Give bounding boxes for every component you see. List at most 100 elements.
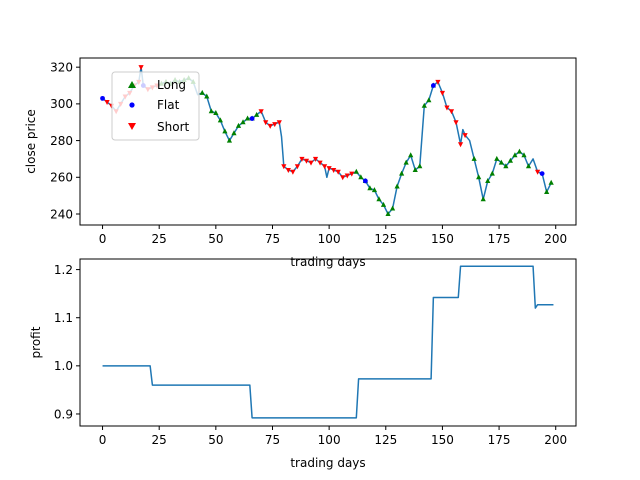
legend-long-label: Long xyxy=(157,78,186,92)
x-tick-label: 0 xyxy=(99,232,107,246)
long-marker xyxy=(217,117,223,123)
long-marker xyxy=(394,183,400,189)
profit-x-axis-label: trading days xyxy=(290,456,365,470)
long-marker xyxy=(494,155,500,161)
x-tick-label: 50 xyxy=(208,433,223,447)
short-marker xyxy=(462,133,468,139)
y-tick-label: 1.1 xyxy=(54,311,73,325)
price-x-axis-label: trading days xyxy=(290,255,365,269)
long-marker xyxy=(412,166,418,172)
long-marker xyxy=(231,130,237,136)
y-tick-label: 300 xyxy=(50,97,73,111)
long-marker xyxy=(544,188,550,194)
short-marker xyxy=(349,171,355,177)
x-tick-label: 50 xyxy=(208,232,223,246)
short-marker xyxy=(453,120,459,126)
long-marker xyxy=(485,177,491,183)
x-tick-label: 200 xyxy=(544,232,567,246)
y-tick-label: 1.0 xyxy=(54,359,73,373)
short-marker xyxy=(272,122,278,128)
long-marker xyxy=(371,187,378,193)
short-marker xyxy=(263,120,269,126)
x-tick-label: 25 xyxy=(152,232,167,246)
short-marker xyxy=(322,164,328,170)
long-marker xyxy=(204,93,210,99)
flat-marker xyxy=(539,171,545,177)
long-marker xyxy=(208,108,214,114)
flat-marker xyxy=(430,83,436,88)
y-tick-label: 0.9 xyxy=(54,407,73,421)
long-marker xyxy=(403,159,409,165)
short-marker xyxy=(299,156,305,162)
x-tick-label: 150 xyxy=(431,433,454,447)
long-marker xyxy=(417,163,423,169)
short-marker xyxy=(308,160,314,166)
price-y-axis-label: close price xyxy=(24,109,38,174)
long-marker xyxy=(471,155,477,161)
short-marker xyxy=(138,65,144,71)
x-tick-label: 100 xyxy=(318,433,341,447)
short-marker xyxy=(267,123,273,129)
x-tick-label: 0 xyxy=(99,433,107,447)
price-x-ticks: 0 25 50 75 100 125 150 175 200 xyxy=(99,225,567,246)
long-marker xyxy=(254,111,260,117)
short-marker xyxy=(335,169,341,175)
legend-flat-label: Flat xyxy=(157,98,180,112)
long-marker xyxy=(399,170,405,176)
long-marker xyxy=(353,168,359,174)
long-marker xyxy=(525,163,532,169)
short-marker xyxy=(317,160,323,166)
long-marker xyxy=(240,119,246,125)
x-tick-label: 175 xyxy=(488,433,511,447)
profit-x-ticks: 0 25 50 75 100 125 150 175 200 xyxy=(99,426,567,447)
short-marker xyxy=(294,164,301,170)
short-marker xyxy=(448,109,455,115)
price-y-ticks: 240 260 280 300 320 xyxy=(50,60,80,221)
long-marker xyxy=(380,201,387,207)
x-tick-label: 200 xyxy=(544,433,567,447)
legend-short-marker xyxy=(128,123,136,130)
flat-marker xyxy=(362,178,368,184)
flat-marker xyxy=(100,95,105,101)
long-marker xyxy=(408,152,414,158)
x-tick-label: 25 xyxy=(152,433,167,447)
short-marker xyxy=(457,142,464,148)
long-marker xyxy=(235,122,242,128)
short-marker xyxy=(331,167,337,173)
long-marker xyxy=(480,196,486,202)
long-marker xyxy=(512,152,518,158)
long-marker xyxy=(516,148,523,154)
short-marker xyxy=(281,164,287,170)
long-marker xyxy=(358,174,364,180)
short-marker xyxy=(344,173,350,179)
short-marker xyxy=(444,105,450,111)
long-marker xyxy=(498,159,504,165)
short-marker xyxy=(104,100,110,106)
profit-subplot: 0 25 50 75 100 125 150 175 200 0.9 1.0 1.1 1.2 trad… xyxy=(29,258,577,470)
y-tick-label: 1.2 xyxy=(54,263,73,277)
legend: Long Flat Short xyxy=(111,71,200,141)
flat-marker xyxy=(249,116,255,121)
long-marker xyxy=(199,89,205,95)
legend-long-marker xyxy=(128,81,136,88)
y-tick-label: 260 xyxy=(50,171,73,185)
long-marker xyxy=(213,110,219,116)
long-marker xyxy=(222,128,228,134)
x-tick-label: 175 xyxy=(488,232,511,246)
long-marker xyxy=(367,185,373,191)
short-marker xyxy=(303,158,310,164)
long-marker xyxy=(226,137,233,143)
x-tick-label: 125 xyxy=(374,433,397,447)
y-tick-label: 280 xyxy=(50,134,73,148)
long-marker xyxy=(548,179,554,185)
long-marker xyxy=(244,115,251,121)
long-marker xyxy=(507,157,514,163)
long-marker xyxy=(385,210,391,216)
profit-y-axis-label: profit xyxy=(29,326,43,358)
y-tick-label: 320 xyxy=(50,60,73,74)
short-marker xyxy=(340,175,346,181)
long-marker xyxy=(426,97,432,103)
short-marker xyxy=(439,90,446,96)
